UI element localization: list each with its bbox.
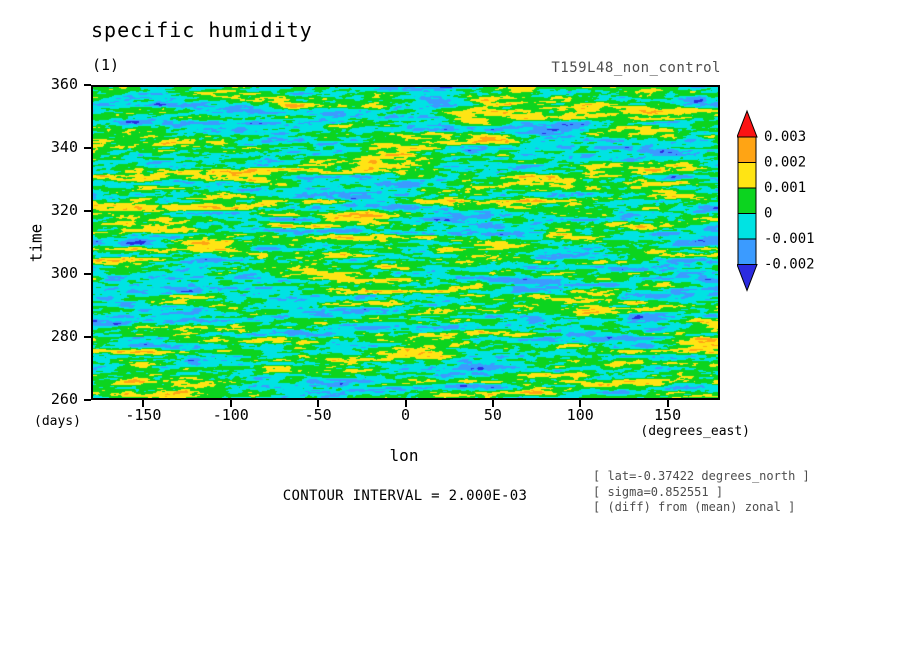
metadata-annotations: [ lat=-0.37422 degrees_north ][ sigma=0.… — [593, 469, 810, 516]
experiment-label: T159L48_non_control — [551, 60, 721, 76]
y-tick-label: 280 — [50, 327, 78, 345]
x-tick-mark — [579, 400, 582, 407]
x-axis-unit: (degrees_east) — [640, 424, 750, 439]
y-tick-label: 360 — [50, 75, 78, 93]
plot-subtitle: (1) — [92, 56, 120, 74]
y-axis-label: time — [26, 223, 46, 263]
contour-interval-note: CONTOUR INTERVAL = 2.000E-03 — [282, 488, 528, 504]
x-tick-mark — [229, 400, 232, 407]
annotation-line: [ sigma=0.852551 ] — [593, 484, 724, 499]
x-tick-label: 100 — [566, 406, 594, 424]
colorbar-arrow-down — [736, 264, 758, 292]
y-tick-label: 320 — [50, 201, 78, 219]
x-tick-label: -50 — [304, 406, 332, 424]
y-tick-mark — [84, 336, 91, 338]
x-tick-label: -100 — [212, 406, 249, 424]
x-tick-mark — [317, 400, 320, 407]
y-tick-mark — [84, 84, 91, 86]
x-tick-label: 150 — [654, 406, 682, 424]
colorbar-box — [737, 213, 757, 240]
colorbar: 0.003 0.002 0.001 0 -0.001 -0.002 — [736, 106, 857, 306]
y-tick-mark — [84, 273, 91, 275]
colorbar-box — [737, 162, 757, 189]
heatmap-canvas — [93, 87, 718, 398]
x-tick-mark — [142, 400, 145, 407]
colorbar-label: 0.002 — [764, 155, 806, 171]
y-axis-unit: (days) — [34, 414, 81, 429]
colorbar-box — [737, 136, 757, 163]
colorbar-box — [737, 238, 757, 265]
annotation-line: [ lat=-0.37422 degrees_north ] — [593, 469, 810, 483]
annotation-line: [ (diff) from (mean) zonal ] — [593, 500, 796, 514]
x-tick-label: -150 — [125, 406, 162, 424]
x-tick-label: 50 — [483, 406, 502, 424]
y-tick-mark — [84, 147, 91, 149]
plot-title: specific humidity — [91, 18, 313, 42]
y-tick-label: 260 — [50, 390, 78, 408]
colorbar-label: -0.001 — [764, 231, 815, 247]
x-tick-mark — [491, 400, 494, 407]
colorbar-label: 0.003 — [764, 129, 806, 145]
plot-area — [91, 85, 720, 400]
colorbar-label: 0.001 — [764, 180, 806, 196]
x-tick-mark — [404, 400, 407, 407]
colorbar-label: -0.002 — [764, 257, 815, 273]
colorbar-box — [737, 187, 757, 214]
y-tick-label: 300 — [50, 264, 78, 282]
x-tick-mark — [666, 400, 669, 407]
y-tick-mark — [84, 210, 91, 212]
colorbar-arrow-up — [736, 109, 758, 138]
y-tick-label: 340 — [50, 138, 78, 156]
x-axis-label: lon — [389, 446, 419, 465]
colorbar-label: 0 — [764, 206, 772, 222]
y-tick-mark — [84, 399, 91, 401]
x-tick-label: 0 — [400, 406, 411, 424]
